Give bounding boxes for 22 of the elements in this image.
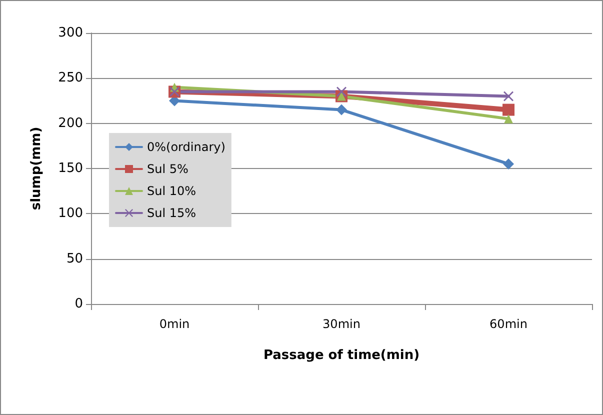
y-tick-label: 250 (58, 70, 83, 86)
point (504, 91, 514, 102)
y-tick-label: 0 (74, 296, 83, 312)
legend-label: Sul 15% (147, 206, 196, 220)
point (503, 158, 514, 170)
y-tick-label: 100 (58, 206, 83, 222)
x-tick-label: 0min (159, 317, 190, 331)
y-tick-label: 150 (58, 161, 83, 176)
legend-label: Sul 10% (147, 184, 196, 198)
point (504, 114, 513, 124)
y-axis-title: slump(mm) (29, 126, 44, 210)
legend-label: 0%(ordinary) (147, 140, 226, 154)
point (502, 104, 514, 116)
x-tick-label: 60min (490, 317, 528, 331)
point (336, 86, 346, 97)
x-tick-label: 30min (322, 317, 360, 331)
point (336, 104, 347, 116)
x-axis-title: Passage of time(min) (263, 348, 420, 363)
legend-label: Sul 5% (147, 162, 188, 176)
y-tick-label: 300 (58, 26, 83, 40)
y-tick-label: 50 (66, 251, 83, 266)
y-tick-label: 200 (58, 116, 83, 131)
